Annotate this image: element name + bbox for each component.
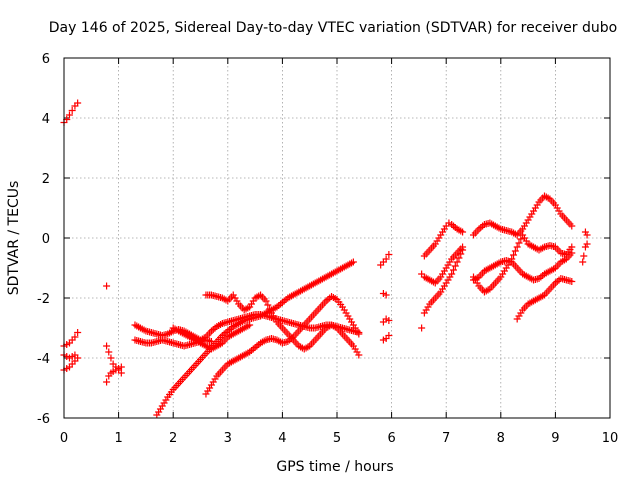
x-tick-label: 5 [333, 431, 341, 446]
data-point [103, 282, 111, 290]
data-point [455, 254, 463, 262]
data-point [103, 378, 111, 386]
series-track-14 [379, 290, 390, 299]
data-point [385, 332, 393, 339]
series-track-17 [418, 246, 467, 332]
data-point [459, 243, 467, 251]
x-tick-label: 3 [224, 431, 232, 446]
data-point [382, 255, 390, 263]
data-point [71, 333, 79, 341]
series-track-15 [379, 315, 393, 326]
data-point [568, 222, 576, 230]
series-track-22 [470, 249, 576, 284]
series-track-25 [581, 228, 591, 248]
y-tick-label: -4 [37, 352, 50, 367]
y-axis-label: SDTVAR / TECUs [6, 181, 22, 296]
x-tick-label: 10 [602, 431, 619, 446]
data-point [74, 329, 82, 336]
series-track-24 [579, 231, 591, 266]
data-point [579, 258, 587, 266]
data-point [107, 354, 115, 362]
data-point [568, 249, 576, 257]
data-point [517, 235, 525, 243]
y-tick-label: -2 [37, 292, 50, 307]
series-track-6 [103, 363, 125, 386]
data-point [355, 330, 363, 338]
x-tick-label: 6 [387, 431, 395, 446]
data-point [68, 107, 76, 114]
plot-frame [63, 57, 611, 419]
data-point [246, 321, 254, 329]
y-tick-label: 6 [42, 52, 50, 67]
data-point [382, 291, 390, 299]
data-point [448, 270, 456, 278]
data-point [117, 369, 125, 377]
data-point [117, 363, 125, 371]
x-tick-label: 2 [169, 431, 177, 446]
series-track-1 [60, 99, 82, 126]
y-tick-label: 0 [42, 232, 50, 247]
series-track-9 [153, 258, 357, 419]
data-point [262, 297, 270, 305]
data-point [451, 262, 459, 270]
y-tick-label: -6 [37, 412, 50, 427]
series-track-12 [169, 321, 254, 353]
series-track-11 [202, 291, 363, 359]
data-point [103, 342, 111, 350]
series-track-4 [60, 351, 79, 362]
y-tick-label: 2 [42, 172, 50, 187]
data-point [513, 243, 521, 251]
data-point [510, 251, 518, 259]
data-point [74, 99, 82, 107]
y-tick-label: 4 [42, 112, 50, 127]
data-point [568, 243, 576, 251]
x-tick-label: 0 [60, 431, 68, 446]
axis-ticks: 0 1 2 3 4 5 6 7 8 9 10 -6 -4 -2 0 2 4 6 [37, 52, 618, 446]
series-track-20 [470, 192, 576, 239]
series-track-23 [513, 275, 576, 323]
x-tick-label: 1 [114, 431, 122, 446]
series-track-13 [377, 251, 393, 269]
data-point [449, 266, 457, 274]
data-point [583, 240, 591, 248]
x-axis-label: GPS time / hours [276, 459, 393, 475]
chart-title: Day 146 of 2025, Sidereal Day-to-day VTE… [49, 20, 617, 36]
data-point [581, 228, 589, 236]
x-tick-label: 4 [278, 431, 286, 446]
data-point [385, 317, 393, 324]
data-point [264, 301, 272, 309]
data-point [511, 247, 519, 255]
data-point [71, 351, 79, 359]
data-point [515, 239, 523, 247]
data-points [60, 99, 591, 419]
data-point [581, 243, 589, 251]
series-isolated-point [103, 282, 111, 290]
data-point [583, 231, 591, 239]
data-point [418, 324, 426, 332]
data-point [385, 251, 393, 258]
grid-lines [64, 58, 610, 418]
data-point [453, 258, 461, 266]
data-point [349, 258, 357, 266]
data-point [105, 348, 113, 356]
data-point [65, 111, 73, 119]
data-point [568, 278, 576, 285]
series-track-18 [418, 243, 467, 287]
data-point [355, 351, 363, 359]
x-tick-label: 9 [551, 431, 559, 446]
series-track-19 [420, 219, 467, 260]
x-tick-label: 8 [497, 431, 505, 446]
data-point [266, 305, 274, 313]
data-point [459, 228, 467, 236]
series-track-16 [379, 332, 393, 344]
x-tick-label: 7 [442, 431, 450, 446]
data-point [580, 252, 588, 260]
series-track-10 [202, 293, 363, 398]
